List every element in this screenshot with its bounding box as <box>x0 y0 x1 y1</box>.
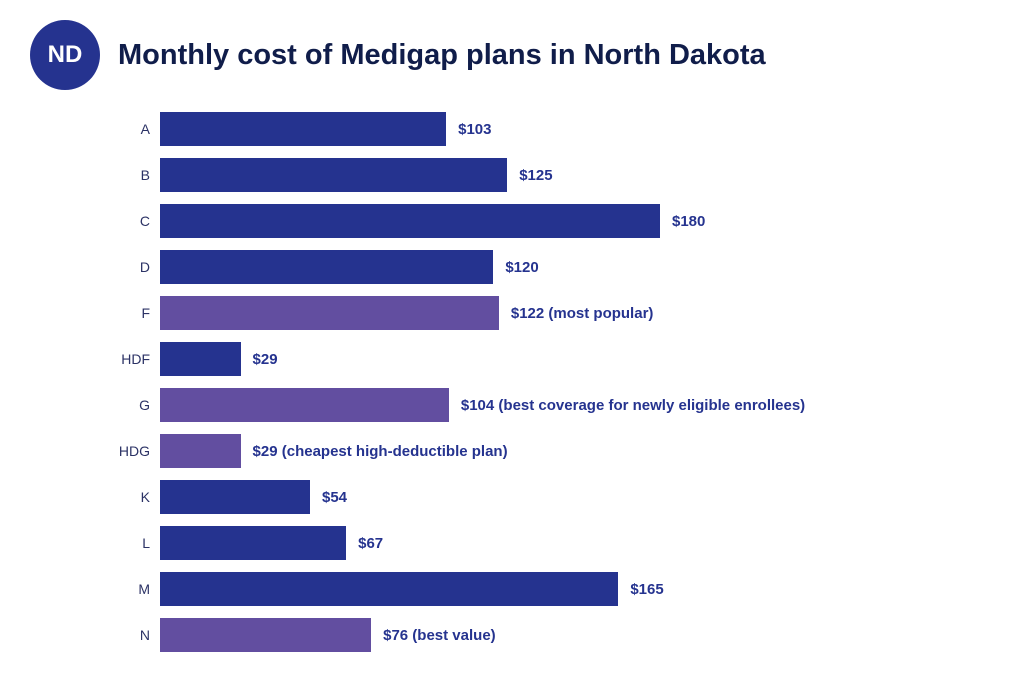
bar-category-label: N <box>118 627 160 643</box>
bar-row: L $67 <box>118 526 994 560</box>
bar <box>160 342 241 376</box>
bar <box>160 480 310 514</box>
bar-row: A $103 <box>118 112 994 146</box>
bar-row: N $76 (best value) <box>118 618 994 652</box>
bar-value-label: $29 (cheapest high-deductible plan) <box>241 443 508 460</box>
bar-value-label: $165 <box>618 581 663 598</box>
bar-value-label: $180 <box>660 213 705 230</box>
bar <box>160 112 446 146</box>
bar-category-label: G <box>118 397 160 413</box>
bar-row: F $122 (most popular) <box>118 296 994 330</box>
bar-category-label: L <box>118 535 160 551</box>
chart-title: Monthly cost of Medigap plans in North D… <box>118 39 766 72</box>
bar-row: C $180 <box>118 204 994 238</box>
bar-value-label: $125 <box>507 167 552 184</box>
bar-row: HDG $29 (cheapest high-deductible plan) <box>118 434 994 468</box>
bar-category-label: F <box>118 305 160 321</box>
bar-value-label: $29 <box>241 351 278 368</box>
bar-value-label: $104 (best coverage for newly eligible e… <box>449 397 805 414</box>
bar <box>160 388 449 422</box>
bar-value-label: $120 <box>493 259 538 276</box>
bar-row: K $54 <box>118 480 994 514</box>
bar <box>160 204 660 238</box>
bar-row: HDF $29 <box>118 342 994 376</box>
bar-row: M $165 <box>118 572 994 606</box>
bar-category-label: B <box>118 167 160 183</box>
state-badge: ND <box>30 20 100 90</box>
chart-header: ND Monthly cost of Medigap plans in Nort… <box>30 20 994 90</box>
bar-row: G $104 (best coverage for newly eligible … <box>118 388 994 422</box>
bar-value-label: $76 (best value) <box>371 627 496 644</box>
bar-category-label: A <box>118 121 160 137</box>
bar-value-label: $54 <box>310 489 347 506</box>
bar-row: D $120 <box>118 250 994 284</box>
bar-row: B $125 <box>118 158 994 192</box>
bar <box>160 572 618 606</box>
bar-category-label: HDG <box>118 443 160 459</box>
bar-value-label: $103 <box>446 121 491 138</box>
bar <box>160 434 241 468</box>
bar-category-label: K <box>118 489 160 505</box>
bar-category-label: HDF <box>118 351 160 367</box>
bar <box>160 296 499 330</box>
bar <box>160 158 507 192</box>
bar-value-label: $67 <box>346 535 383 552</box>
bar <box>160 250 493 284</box>
bar <box>160 526 346 560</box>
bar-value-label: $122 (most popular) <box>499 305 654 322</box>
bar <box>160 618 371 652</box>
bar-category-label: D <box>118 259 160 275</box>
bar-category-label: M <box>118 581 160 597</box>
bar-chart: A $103 B $125 C $180 D $120 F $122 (most popular)… <box>30 112 994 652</box>
bar-category-label: C <box>118 213 160 229</box>
